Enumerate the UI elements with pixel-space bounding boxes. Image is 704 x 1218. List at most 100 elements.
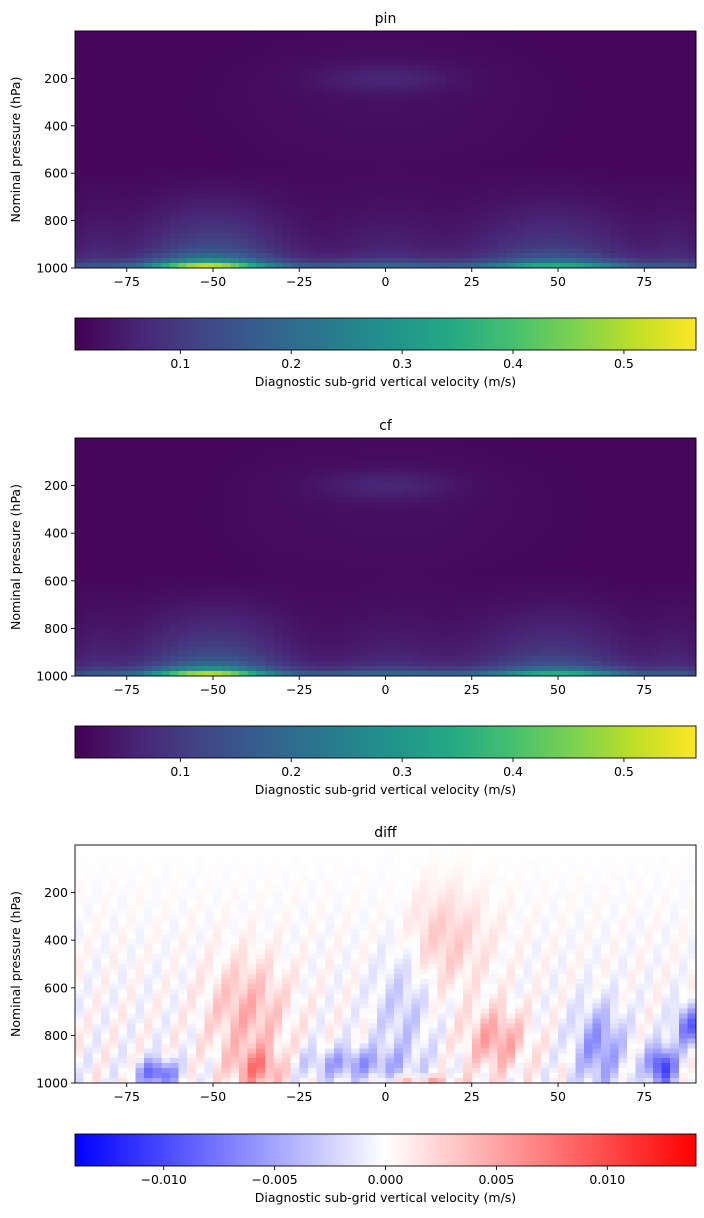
heatmap-cell	[532, 203, 542, 210]
heatmap-cell	[204, 193, 214, 200]
heatmap-cell	[83, 527, 93, 533]
heatmap-cell	[566, 482, 576, 489]
heatmap-cell	[497, 35, 507, 42]
heatmap-cell	[670, 223, 680, 230]
heatmap-cell	[549, 438, 559, 444]
heatmap-cell	[238, 35, 249, 42]
heatmap-cell	[627, 65, 637, 72]
heatmap-cell	[333, 507, 343, 513]
heatmap-cell	[187, 114, 197, 121]
heatmap-cell	[471, 169, 481, 175]
heatmap-cell	[627, 129, 637, 136]
heatmap-cell	[359, 65, 369, 72]
heatmap-cell	[230, 129, 240, 136]
heatmap-cell	[75, 65, 85, 72]
y-tick-label: 600	[44, 166, 68, 181]
heatmap-cell	[75, 124, 85, 131]
heatmap-cell	[480, 457, 490, 464]
heatmap-cell	[187, 139, 197, 146]
heatmap-cell	[627, 114, 637, 121]
heatmap-cell	[325, 243, 335, 249]
heatmap-cell	[583, 248, 594, 254]
heatmap-cell	[454, 442, 464, 449]
heatmap-cell	[523, 85, 533, 91]
heatmap-cell	[316, 487, 326, 494]
heatmap-cell	[609, 203, 619, 210]
heatmap-cell	[471, 258, 481, 264]
heatmap-cell	[221, 31, 231, 37]
heatmap-cell	[489, 512, 499, 518]
heatmap-cell	[635, 65, 645, 72]
heatmap-cell	[169, 512, 180, 518]
heatmap-cell	[394, 502, 404, 509]
heatmap-cell	[376, 70, 387, 77]
heatmap-cell	[247, 218, 257, 225]
heatmap-cell	[213, 114, 223, 121]
heatmap-cell	[187, 119, 197, 126]
heatmap-cell	[195, 522, 205, 528]
heatmap-cell	[678, 189, 688, 195]
heatmap-cell	[678, 179, 688, 185]
heatmap-cell	[307, 154, 318, 160]
heatmap-cell	[609, 487, 619, 494]
heatmap-cell	[678, 114, 688, 121]
heatmap-cell	[532, 154, 542, 160]
heatmap-cell	[307, 522, 318, 528]
heatmap-cell	[592, 75, 602, 81]
heatmap-cell	[376, 95, 387, 101]
heatmap-cell	[100, 462, 111, 469]
heatmap-cell	[247, 119, 257, 126]
heatmap-cell	[247, 70, 257, 77]
heatmap-cell	[549, 189, 559, 195]
heatmap-cell	[307, 100, 318, 106]
heatmap-cell	[618, 472, 628, 479]
heatmap-cell	[523, 512, 533, 518]
heatmap-cell	[480, 139, 490, 146]
heatmap-cell	[161, 174, 171, 180]
heatmap-cell	[687, 124, 697, 131]
heatmap-cell	[437, 243, 447, 249]
heatmap-cell	[670, 179, 680, 185]
heatmap-cell	[514, 139, 525, 146]
heatmap-cell	[463, 258, 473, 264]
heatmap-cell	[627, 442, 637, 449]
heatmap-cell	[627, 159, 637, 165]
heatmap-cell	[273, 537, 283, 543]
heatmap-cell	[83, 154, 93, 160]
heatmap-cell	[187, 95, 197, 101]
heatmap-cell	[463, 119, 473, 126]
heatmap-cell	[445, 55, 456, 62]
heatmap-cell	[230, 263, 240, 269]
heatmap-cell	[420, 60, 430, 67]
heatmap-cell	[592, 164, 602, 170]
heatmap-cell	[351, 189, 361, 195]
heatmap-cell	[351, 50, 361, 57]
heatmap-cell	[445, 129, 456, 136]
heatmap-cell	[661, 110, 671, 116]
heatmap-cell	[394, 482, 404, 489]
heatmap-cell	[152, 164, 162, 170]
heatmap-cell	[480, 119, 490, 126]
heatmap-cell	[351, 80, 361, 86]
heatmap-cell	[282, 159, 292, 165]
heatmap-cell	[506, 100, 516, 106]
heatmap-cell	[169, 45, 180, 52]
heatmap-cell	[402, 60, 412, 67]
heatmap-cell	[514, 522, 525, 528]
heatmap-cell	[230, 198, 240, 205]
heatmap-cell	[178, 492, 188, 499]
heatmap-cell	[75, 100, 85, 106]
heatmap-cell	[445, 502, 456, 509]
heatmap-cell	[187, 258, 197, 264]
heatmap-cell	[652, 149, 663, 156]
heatmap-cell	[316, 119, 326, 126]
heatmap-cell	[678, 462, 688, 469]
heatmap-cell	[687, 462, 697, 469]
heatmap-cell	[299, 263, 309, 269]
heatmap-cell	[670, 457, 680, 464]
heatmap-cell	[325, 472, 335, 479]
heatmap-cell	[532, 248, 542, 254]
heatmap-cell	[385, 105, 395, 111]
heatmap-cell	[687, 452, 697, 459]
heatmap-cell	[299, 512, 309, 518]
